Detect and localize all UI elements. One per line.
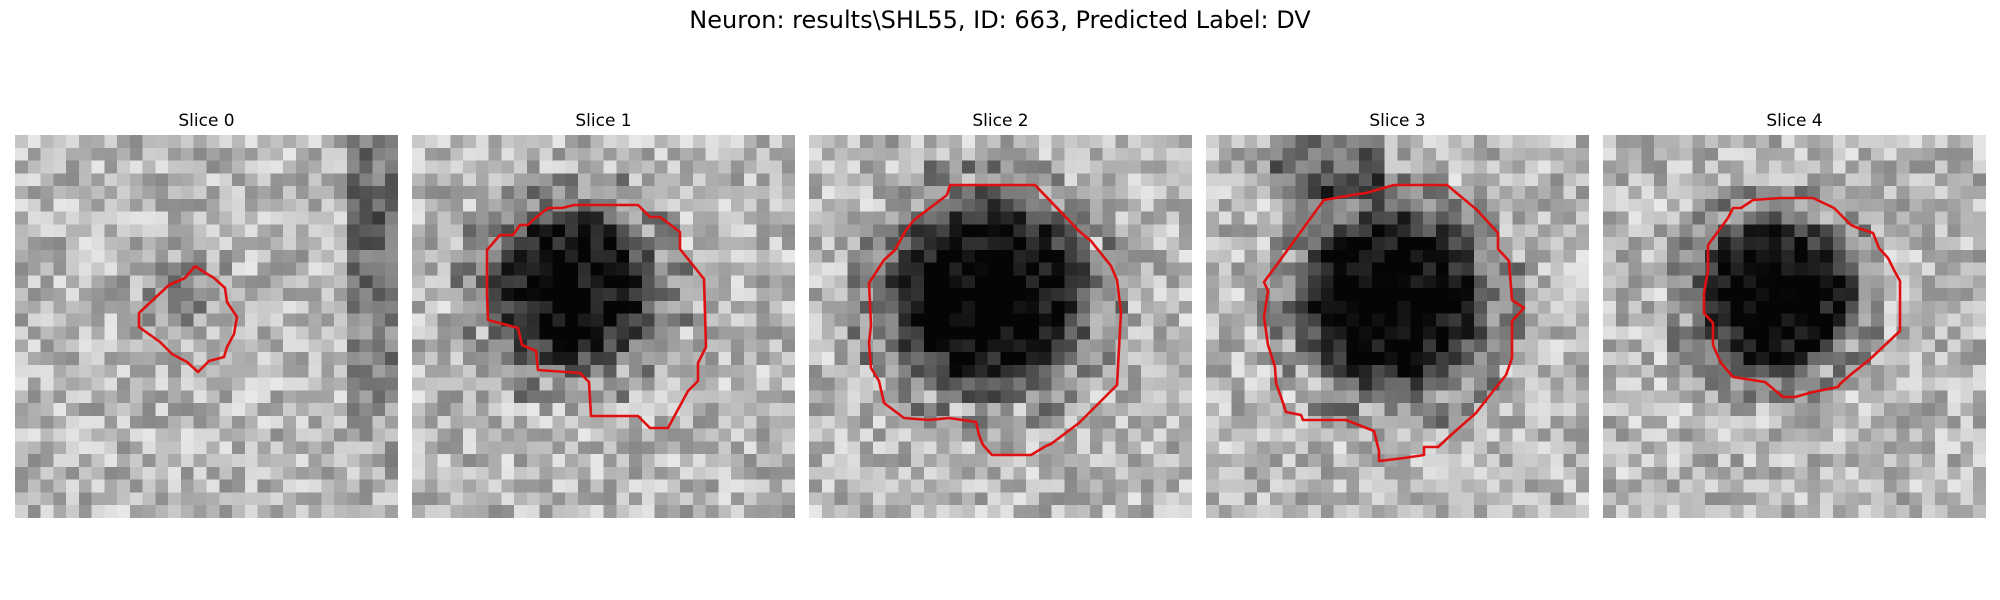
figure-title: Neuron: results\SHL55, ID: 663, Predicte…: [689, 6, 1311, 34]
roi-contour: [1262, 183, 1526, 463]
contour-line: [137, 264, 239, 374]
contour-line: [1262, 183, 1526, 463]
roi-contour: [1702, 196, 1902, 399]
roi-contour: [867, 183, 1123, 457]
slice-image-2: [809, 135, 1192, 518]
slice-title: Slice 1: [575, 111, 632, 131]
slice-title: Slice 3: [1369, 111, 1426, 131]
slice-image-1: [412, 135, 795, 518]
slice-title: Slice 4: [1766, 111, 1823, 131]
slice-image-0: [15, 135, 398, 518]
slice-panel-1: Slice 1: [412, 108, 795, 518]
contour-line: [485, 203, 708, 430]
contour-line: [1702, 196, 1902, 399]
slice-panel-4: Slice 4: [1603, 108, 1986, 518]
slice-panel-0: Slice 0: [15, 108, 398, 518]
slice-title: Slice 2: [972, 111, 1029, 131]
slice-image-4: [1603, 135, 1986, 518]
microscopy-image: [1206, 135, 1589, 518]
microscopy-image: [15, 135, 398, 518]
contour-line: [867, 183, 1123, 457]
microscopy-image: [412, 135, 795, 518]
roi-contour: [137, 264, 239, 374]
slice-title: Slice 0: [178, 111, 235, 131]
slice-image-3: [1206, 135, 1589, 518]
slice-panel-3: Slice 3: [1206, 108, 1589, 518]
slice-panel-2: Slice 2: [809, 108, 1192, 518]
roi-contour: [485, 203, 708, 430]
